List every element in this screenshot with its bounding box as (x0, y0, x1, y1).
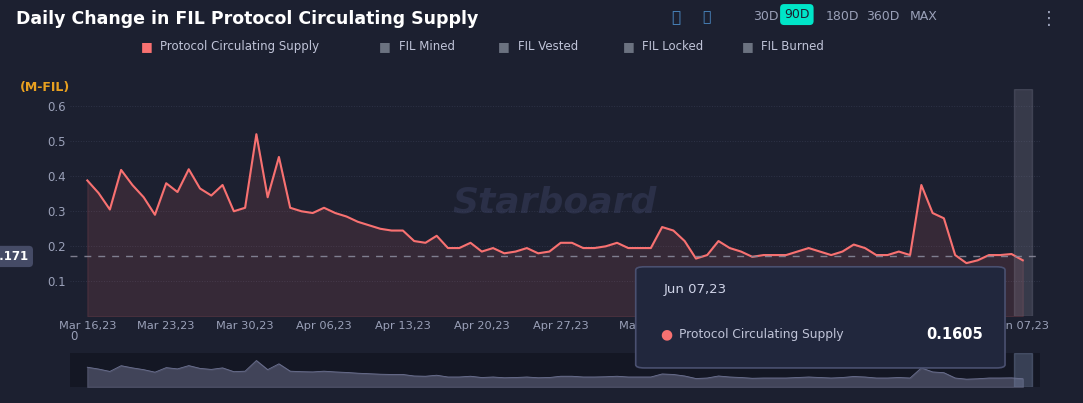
Text: 90D: 90D (784, 8, 810, 21)
Text: ■: ■ (379, 40, 391, 53)
Text: MAX: MAX (910, 10, 938, 23)
Text: FIL Burned: FIL Burned (761, 40, 824, 53)
Text: 📅: 📅 (702, 10, 710, 24)
Text: Daily Change in FIL Protocol Circulating Supply: Daily Change in FIL Protocol Circulating… (16, 10, 479, 28)
Text: ■: ■ (141, 40, 153, 53)
Bar (1014, 353, 1032, 387)
Text: ⋮: ⋮ (1040, 10, 1058, 28)
Text: 180D: 180D (825, 10, 859, 23)
Text: 0.171: 0.171 (0, 250, 29, 263)
Text: FIL Locked: FIL Locked (642, 40, 704, 53)
Text: 30D: 30D (753, 10, 779, 23)
Text: Starboard: Starboard (453, 185, 657, 220)
Text: 360D: 360D (866, 10, 900, 23)
Text: (M-FIL): (M-FIL) (19, 81, 69, 93)
Text: ■: ■ (742, 40, 754, 53)
Text: ⓘ: ⓘ (671, 10, 680, 25)
Text: FIL Vested: FIL Vested (518, 40, 578, 53)
Text: ■: ■ (498, 40, 510, 53)
Bar (1014, 89, 1032, 316)
Text: Protocol Circulating Supply: Protocol Circulating Supply (679, 328, 844, 341)
Text: 0.1605: 0.1605 (927, 327, 983, 342)
Text: Protocol Circulating Supply: Protocol Circulating Supply (160, 40, 319, 53)
Text: Jun 07,23: Jun 07,23 (664, 283, 727, 296)
Text: ●: ● (661, 328, 673, 341)
Text: FIL Mined: FIL Mined (399, 40, 455, 53)
Text: 0: 0 (70, 330, 78, 343)
Text: ■: ■ (623, 40, 635, 53)
